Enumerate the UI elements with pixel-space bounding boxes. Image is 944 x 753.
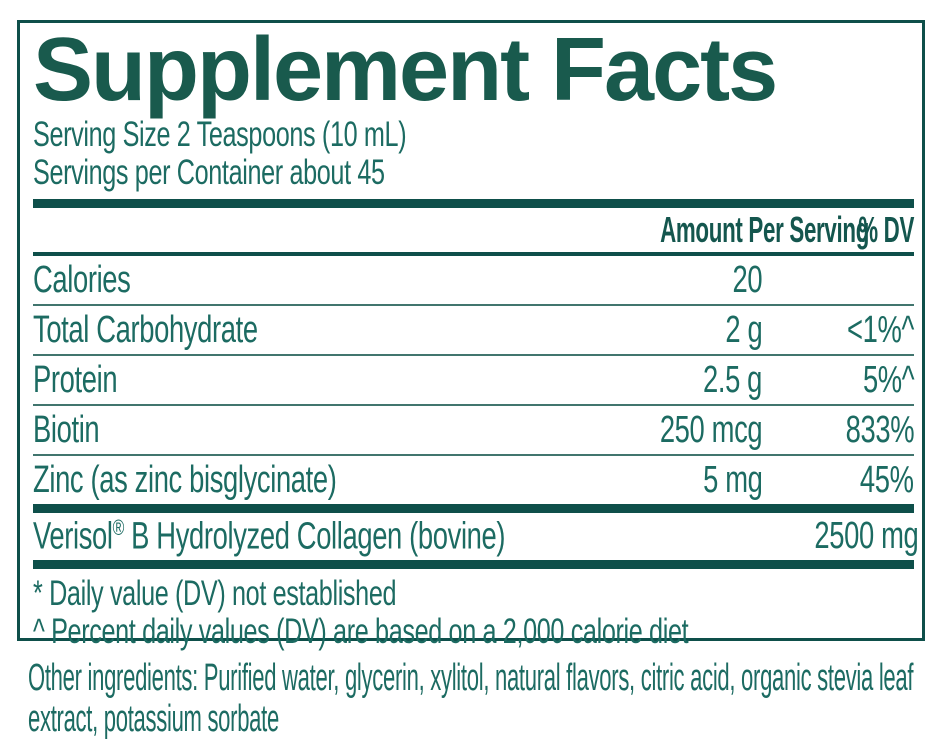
- servings-per-container-text: Servings per Container about 45: [33, 153, 385, 192]
- nutrient-name: Calories: [33, 258, 131, 301]
- servings-per-container-line: Servings per Container about 45: [33, 154, 914, 191]
- table-row-total-carbohydrate: Total Carbohydrate 2 g <1%^: [33, 306, 914, 354]
- nutrient-amount: 5 mg: [702, 458, 763, 501]
- column-header-row: Amount Per Serving % DV: [33, 208, 914, 252]
- supplement-facts-panel: Supplement Facts Serving Size 2 Teaspoon…: [17, 20, 925, 651]
- nutrient-dv: [762, 259, 914, 302]
- nutrient-dv: 5%^: [862, 358, 915, 401]
- nutrient-name: Protein: [33, 358, 118, 401]
- nutrient-name: Total Carbohydrate: [33, 308, 258, 351]
- row-divider: [33, 304, 914, 306]
- footnote-percent-dv-basis: ^ Percent daily values (DV) are based on…: [33, 612, 689, 651]
- other-ingredients-paragraph: Other ingredients: Purified water, glyce…: [28, 658, 933, 740]
- table-row-biotin: Biotin 250 mcg 833%: [33, 406, 914, 454]
- nutrient-name: Zinc (as zinc bisglycinate): [33, 458, 337, 501]
- header-percent-dv: % DV: [858, 209, 914, 250]
- brand-name: Verisol: [33, 515, 113, 558]
- header-divider: [33, 252, 914, 256]
- thick-divider-middle: [33, 504, 914, 513]
- row-divider: [33, 454, 914, 456]
- row-divider: [33, 404, 914, 406]
- registered-trademark-symbol: ®: [112, 514, 125, 540]
- nutrient-name: Biotin: [33, 408, 100, 451]
- nutrient-dv: *: [919, 515, 944, 558]
- nutrient-amount: 250 mcg: [659, 408, 763, 451]
- nutrient-amount: 20: [732, 258, 762, 301]
- serving-size-line: Serving Size 2 Teaspoons (10 mL): [33, 116, 914, 153]
- nutrient-dv: <1%^: [847, 308, 914, 351]
- footnote-dv-not-established: * Daily value (DV) not established: [33, 574, 397, 613]
- footnotes: * Daily value (DV) not established ^ Per…: [33, 569, 914, 651]
- table-row-protein: Protein 2.5 g 5%^: [33, 356, 914, 404]
- nutrient-name-rest: B Hydrolyzed Collagen (bovine): [123, 515, 506, 558]
- nutrient-amount: 2.5 g: [702, 358, 762, 401]
- table-row-calories: Calories 20: [33, 256, 914, 304]
- serving-size-text: Serving Size 2 Teaspoons (10 mL): [33, 115, 407, 154]
- nutrient-name: Verisol® B Hydrolyzed Collagen (bovine): [33, 515, 689, 559]
- thick-divider-bottom: [33, 560, 914, 569]
- table-row-verisol-collagen: Verisol® B Hydrolyzed Collagen (bovine) …: [33, 513, 919, 560]
- nutrient-amount: 2 g: [725, 308, 762, 351]
- thick-divider-top: [33, 199, 914, 208]
- other-ingredients-text: Other ingredients: Purified water, glyce…: [28, 657, 914, 740]
- nutrient-amount: 2500 mg: [814, 515, 919, 557]
- row-divider: [33, 354, 914, 356]
- header-amount-per-serving: Amount Per Serving: [660, 209, 870, 250]
- panel-title: Supplement Facts: [33, 20, 778, 120]
- nutrient-dv: 833%: [845, 408, 914, 451]
- nutrient-dv: 45%: [860, 458, 914, 501]
- table-row-zinc: Zinc (as zinc bisglycinate) 5 mg 45%: [33, 456, 914, 504]
